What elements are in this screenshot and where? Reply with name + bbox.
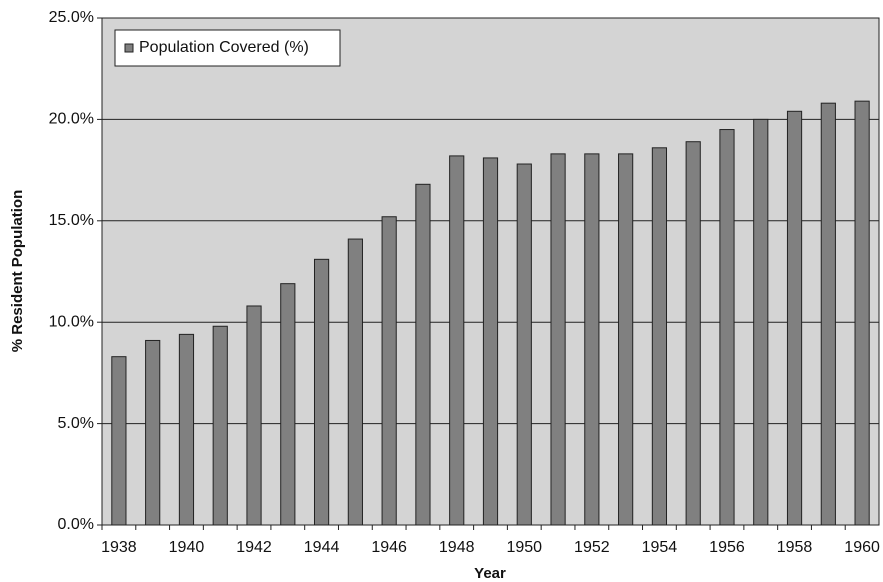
y-axis-label: % Resident Population bbox=[9, 190, 26, 353]
y-tick-label: 10.0% bbox=[49, 313, 94, 330]
x-tick-label: 1956 bbox=[709, 539, 745, 556]
bar bbox=[347, 238, 363, 526]
plot-border bbox=[101, 17, 880, 526]
bar bbox=[820, 102, 836, 526]
y-tick-label: 25.0% bbox=[49, 9, 94, 26]
bar bbox=[685, 141, 701, 526]
x-tick-label: 1954 bbox=[642, 539, 678, 556]
y-tick-label: 5.0% bbox=[58, 415, 94, 432]
legend-swatch bbox=[124, 43, 134, 53]
x-tick-label: 1960 bbox=[844, 539, 880, 556]
legend-box bbox=[114, 29, 341, 67]
bar bbox=[753, 118, 769, 526]
bar bbox=[178, 333, 195, 526]
y-tick-label: 20.0% bbox=[49, 111, 94, 128]
bar bbox=[313, 258, 330, 526]
bar bbox=[786, 110, 803, 526]
y-tick-label: 0.0% bbox=[58, 516, 94, 533]
legend-label: Population Covered (%) bbox=[139, 39, 309, 56]
x-tick-label: 1938 bbox=[101, 539, 137, 556]
y-tick-label: 15.0% bbox=[49, 212, 94, 229]
x-tick-label: 1944 bbox=[304, 539, 340, 556]
bar bbox=[618, 153, 634, 526]
bar bbox=[651, 147, 668, 526]
x-axis-label: Year bbox=[474, 565, 506, 582]
bar bbox=[550, 153, 566, 526]
x-tick-label: 1946 bbox=[371, 539, 407, 556]
bar bbox=[584, 153, 600, 526]
x-tick-label: 1940 bbox=[169, 539, 205, 556]
bar bbox=[246, 305, 262, 526]
bar bbox=[449, 155, 465, 526]
bar bbox=[212, 325, 228, 526]
bar bbox=[111, 356, 127, 526]
bar bbox=[415, 183, 431, 526]
bar bbox=[516, 163, 532, 526]
x-tick-label: 1952 bbox=[574, 539, 610, 556]
x-tick-label: 1958 bbox=[777, 539, 813, 556]
bar bbox=[381, 216, 397, 526]
bar bbox=[280, 283, 296, 526]
bar bbox=[854, 100, 870, 526]
x-tick-label: 1948 bbox=[439, 539, 475, 556]
bar bbox=[719, 129, 735, 526]
x-tick-label: 1942 bbox=[236, 539, 272, 556]
bar bbox=[482, 157, 499, 526]
x-tick-label: 1950 bbox=[506, 539, 542, 556]
bar bbox=[145, 339, 161, 526]
